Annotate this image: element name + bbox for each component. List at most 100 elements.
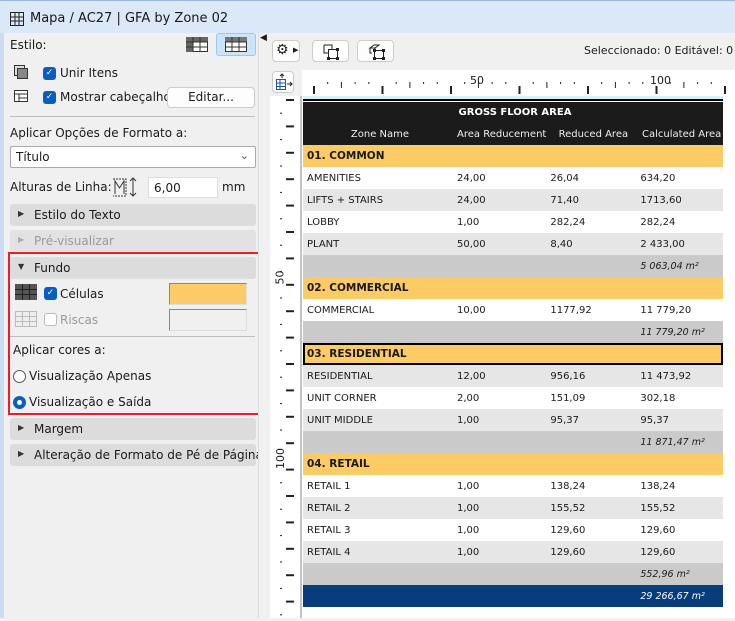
ruler-horizontal[interactable]: 50 100 <box>302 70 735 96</box>
show-header-checkbox[interactable]: ✓ <box>43 91 56 104</box>
col-header: Zone Name <box>303 123 453 145</box>
merge-items-checkbox[interactable]: ✓ <box>43 67 56 80</box>
header-icon <box>14 90 28 102</box>
area-reducement: 1,00 <box>453 541 547 563</box>
apply-format-value: Título <box>16 150 50 164</box>
total-row[interactable]: 29 266,67 m² <box>303 585 723 607</box>
section-background[interactable]: ▼ Fundo <box>10 257 256 279</box>
area-reducement: 12,00 <box>453 365 547 387</box>
cells-checkbox[interactable]: ✓ <box>44 287 57 300</box>
collapse-arrow-icon: ▼ <box>18 262 25 271</box>
expand-arrow-icon: ▶ <box>18 423 25 432</box>
section-label: Estilo do Texto <box>34 208 121 222</box>
table-row[interactable]: RETAIL 1 1,00 138,24 138,24 <box>303 475 723 497</box>
subtotal-value: 11 871,47 m² <box>636 431 723 453</box>
header-band <box>303 96 723 101</box>
col-header: Calculated Area <box>636 123 723 145</box>
style-option-2-selected[interactable] <box>216 33 256 56</box>
empty-cell <box>303 431 637 453</box>
subtotal-row[interactable]: 552,96 m² <box>303 563 723 585</box>
gfa-schedule-table[interactable]: GROSS FLOOR AREA Zone Name Area Reduceme… <box>303 102 723 607</box>
subtotal-row[interactable]: 11 871,47 m² <box>303 431 723 453</box>
table-row[interactable]: LOBBY 1,00 282,24 282,24 <box>303 211 723 233</box>
section-text-style[interactable]: ▶ Estilo do Texto <box>10 204 256 226</box>
table-row[interactable]: RETAIL 4 1,00 129,60 129,60 <box>303 541 723 563</box>
section-footer-format[interactable]: ▶ Alteração de Formato de Pé de Página <box>10 444 263 466</box>
ruler-ticks <box>280 96 302 618</box>
show-header-label: Mostrar cabeçalho <box>60 90 171 104</box>
cells-color-swatch[interactable] <box>169 283 247 305</box>
zone-name: RESIDENTIAL <box>303 365 453 387</box>
radio-preview-and-output-label: Visualização e Saída <box>29 395 152 409</box>
style-option-1[interactable] <box>184 33 210 55</box>
calculated-area: 138,24 <box>636 475 723 497</box>
expand-arrow-icon: ▶ <box>18 449 25 458</box>
3d-selection-icon <box>368 44 385 60</box>
table-row[interactable]: COMMERCIAL 10,00 1177,92 11 779,20 <box>303 299 723 321</box>
radio-preview-and-output[interactable] <box>13 396 26 409</box>
group-header-row[interactable]: 02. COMMERCIAL <box>303 277 723 299</box>
table-row[interactable]: RESIDENTIAL 12,00 956,16 11 473,92 <box>303 365 723 387</box>
reduced-area: 155,52 <box>546 497 637 519</box>
row-height-input[interactable]: 6,00 <box>148 177 218 198</box>
reduced-area: 1177,92 <box>546 299 637 321</box>
zone-name: UNIT MIDDLE <box>303 409 453 431</box>
edit-button[interactable]: Editar... <box>167 87 255 108</box>
grid-dark-header-icon <box>186 37 208 52</box>
section-preview: ▶ Pré-visualizar <box>10 230 256 252</box>
selection-status: Seleccionado: 0 Editável: 0 <box>584 44 734 57</box>
caret-right-icon: ▶ <box>293 46 299 54</box>
group-name: 03. RESIDENTIAL <box>303 343 723 365</box>
section-margin[interactable]: ▶ Margem <box>10 418 256 440</box>
area-reducement: 2,00 <box>453 387 547 409</box>
zone-name: RETAIL 3 <box>303 519 453 541</box>
empty-cell <box>303 321 637 343</box>
collapse-panel-icon[interactable]: ◀ <box>260 33 267 43</box>
group-header-row[interactable]: 04. RETAIL <box>303 453 723 475</box>
area-reducement: 1,00 <box>453 519 547 541</box>
table-row[interactable]: LIFTS + STAIRS 24,00 71,40 1713,60 <box>303 189 723 211</box>
group-header-row[interactable]: 01. COMMON <box>303 145 723 167</box>
table-row[interactable]: AMENITIES 24,00 26,04 634,20 <box>303 167 723 189</box>
zone-name: LIFTS + STAIRS <box>303 189 453 211</box>
table-icon <box>10 12 24 26</box>
show-3d-button[interactable] <box>357 40 394 62</box>
lines-checkbox[interactable] <box>44 313 57 326</box>
table-row[interactable]: RETAIL 3 1,00 129,60 129,60 <box>303 519 723 541</box>
zone-name: RETAIL 2 <box>303 497 453 519</box>
ruler-label-50: 50 <box>273 270 287 285</box>
fit-selection-icon <box>323 44 339 60</box>
table-arrows-icon <box>276 73 293 90</box>
section-label: Alteração de Formato de Pé de Página <box>34 448 263 462</box>
subtotal-row[interactable]: 11 779,20 m² <box>303 321 723 343</box>
apply-format-select[interactable]: Título ⌄ <box>10 146 256 168</box>
panel-splitter[interactable]: ◀ <box>258 33 268 618</box>
reduced-area: 129,60 <box>546 519 637 541</box>
empty-cell <box>303 255 637 277</box>
reduced-area: 95,37 <box>546 409 637 431</box>
ruler-label-50: 50 <box>470 74 484 87</box>
area-reducement: 1,00 <box>453 497 547 519</box>
table-orientation-button[interactable] <box>272 71 294 93</box>
table-row[interactable]: UNIT CORNER 2,00 151,09 302,18 <box>303 387 723 409</box>
group-header-row[interactable]: 03. RESIDENTIAL <box>303 343 723 365</box>
table-row[interactable]: RETAIL 2 1,00 155,52 155,52 <box>303 497 723 519</box>
reduced-area: 8,40 <box>546 233 637 255</box>
ruler-vertical[interactable]: 50 100 <box>270 96 302 618</box>
section-label: Margem <box>34 422 84 436</box>
gear-icon: ⚙ <box>276 42 289 58</box>
empty-cell <box>303 585 637 607</box>
zone-name: UNIT CORNER <box>303 387 453 409</box>
reduced-area: 956,16 <box>546 365 637 387</box>
row-height-unit: mm <box>222 180 246 194</box>
table-row[interactable]: PLANT 50,00 8,40 2 433,00 <box>303 233 723 255</box>
radio-preview-only[interactable] <box>13 370 26 383</box>
settings-button[interactable]: ⚙ ▶ <box>272 40 300 62</box>
lines-color-swatch[interactable] <box>169 309 247 331</box>
fit-selection-button[interactable] <box>312 40 349 62</box>
subtotal-row[interactable]: 5 063,04 m² <box>303 255 723 277</box>
chevron-down-icon: ⌄ <box>239 149 249 162</box>
row-height-label: Alturas de Linha: <box>10 180 112 194</box>
table-row[interactable]: UNIT MIDDLE 1,00 95,37 95,37 <box>303 409 723 431</box>
merge-items-icon <box>14 65 28 79</box>
